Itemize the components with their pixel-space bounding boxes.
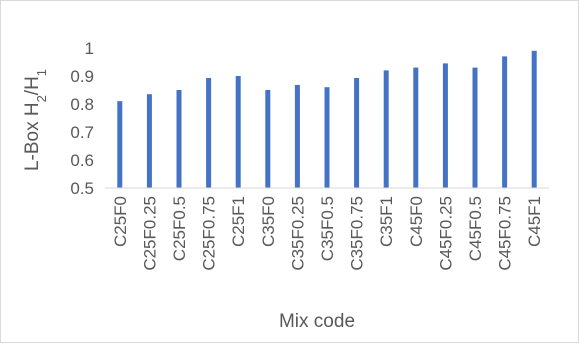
bar (413, 67, 419, 188)
x-category-label: C25F0.75 (200, 196, 219, 271)
bar (502, 56, 508, 189)
x-category-label: C35F0.75 (348, 196, 367, 271)
y-tick-label: 0.8 (70, 95, 94, 114)
y-axis-title-slash: /H (22, 76, 43, 95)
x-category-label: C25F0.5 (170, 196, 189, 261)
x-category-label: C35F0.5 (318, 196, 337, 261)
x-category-label: C45F0 (407, 196, 426, 247)
y-axis-title-sub2: 1 (34, 69, 49, 76)
y-axis-title-main: L-Box H (22, 102, 43, 171)
x-category-label: C45F0.5 (466, 196, 485, 261)
y-axis-title: L-Box H2/H1 (22, 69, 49, 171)
x-category-label: C25F0 (111, 196, 130, 247)
bar (472, 67, 478, 188)
x-category-label: C35F1 (377, 196, 396, 247)
x-category-label: C45F0.75 (496, 196, 515, 271)
bar-chart: 0.50.60.70.80.91 C25F0 C25F0.25 C25F0.5 C25… (22, 39, 549, 332)
bar (442, 63, 448, 188)
y-tick-label: 0.9 (70, 67, 94, 86)
bar (176, 90, 182, 188)
y-tick-label: 1 (85, 39, 94, 58)
bar (294, 84, 300, 188)
x-category-label: C35F0 (259, 196, 278, 247)
x-category-label: C45F1 (525, 196, 544, 247)
bar (235, 76, 241, 188)
x-category-label: C25F0.25 (140, 196, 159, 271)
x-axis-title: Mix code (279, 311, 355, 332)
y-tick-label: 0.5 (70, 179, 94, 198)
x-category-label: C25F1 (229, 196, 248, 247)
y-axis-title-sub1: 2 (34, 95, 49, 102)
bar (146, 94, 152, 188)
x-axis-category-labels: C25F0 C25F0.25 C25F0.5 C25F0.75 C25F1 C35F0 C3… (111, 196, 544, 271)
y-axis-ticks: 0.5 0.6 0.7 0.8 0.9 1 (70, 39, 94, 198)
y-tick-label: 0.7 (70, 123, 94, 142)
bar (531, 50, 537, 188)
bar (265, 90, 271, 188)
bar (206, 77, 212, 188)
bar (354, 77, 360, 188)
x-category-label: C35F0.25 (288, 196, 307, 271)
y-tick-label: 0.6 (70, 151, 94, 170)
bar (383, 70, 389, 188)
bars-group (117, 50, 537, 189)
bar (324, 87, 330, 188)
bar (117, 101, 123, 188)
x-category-label: C45F0.25 (436, 196, 455, 271)
